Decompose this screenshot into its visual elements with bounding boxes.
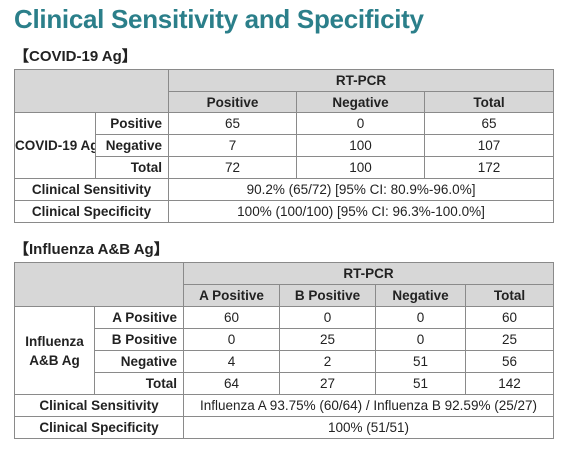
cell: 7: [168, 134, 297, 157]
column-header: A Positive: [183, 284, 280, 307]
cell: 72: [168, 156, 297, 179]
cell: 4: [183, 350, 280, 373]
table-row: Total 72 100 172: [15, 156, 555, 179]
table-row: Total 64 27 51 142: [15, 372, 554, 395]
row-label: Total: [94, 372, 184, 395]
table-row: Clinical Sensitivity 90.2% (65/72) [95% …: [14, 178, 555, 201]
cell: 25: [279, 328, 376, 351]
rt-pcr-header: RT-PCR: [183, 262, 554, 285]
test-label-line: A&B Ag: [29, 352, 80, 368]
cell: 100: [296, 134, 425, 157]
table-row: Negative 4 2 51 56: [15, 350, 554, 373]
column-header: Total: [423, 91, 555, 113]
cell: 60: [183, 306, 280, 329]
column-header: B Positive: [279, 284, 376, 307]
cell: 100: [296, 156, 425, 179]
covid-section-title: 【COVID-19 Ag】: [14, 48, 137, 65]
cell: 65: [423, 112, 555, 135]
cell: 25: [465, 328, 554, 351]
table-row: COVID-19 Ag Positive 65 0 65: [14, 112, 555, 179]
corner-cell: [14, 262, 184, 307]
sensitivity-label: Clinical Sensitivity: [14, 178, 169, 201]
cell: 56: [465, 350, 554, 373]
cell: 142: [465, 372, 554, 395]
cell: 64: [183, 372, 280, 395]
sensitivity-label: Clinical Sensitivity: [14, 394, 184, 417]
row-label: Positive: [95, 112, 169, 135]
page-title: Clinical Sensitivity and Specificity: [14, 4, 424, 34]
sensitivity-value: Influenza A 93.75% (60/64) / Influenza B…: [183, 394, 554, 417]
test-label: COVID-19 Ag: [14, 112, 96, 179]
column-header: Positive: [168, 91, 297, 113]
cell: 0: [375, 328, 466, 351]
specificity-label: Clinical Specificity: [14, 416, 184, 439]
row-label: A Positive: [94, 306, 184, 329]
row-label: Total: [95, 156, 169, 179]
column-header: Negative: [296, 91, 425, 113]
table-row: Influenza A&B Ag A Positive 60 0 0 60: [14, 306, 554, 395]
table-row: Negative 7 100 107: [15, 134, 555, 157]
corner-cell: [14, 69, 169, 113]
table-row: B Positive 0 25 0 25: [15, 328, 554, 351]
row-label: Negative: [94, 350, 184, 373]
cell: 51: [375, 350, 466, 373]
flu-results-table: RT-PCR A Positive B Positive Negative To…: [14, 262, 554, 439]
cell: 0: [279, 306, 376, 329]
rt-pcr-header: RT-PCR: [167, 69, 555, 92]
flu-section-title: 【Influenza A&B Ag】: [14, 241, 169, 258]
cell: 0: [296, 112, 425, 135]
cell: 107: [423, 134, 555, 157]
covid-results-table: RT-PCR Positive Negative Total COVID-19 …: [14, 69, 555, 223]
specificity-label: Clinical Specificity: [14, 200, 169, 223]
cell: 172: [423, 156, 555, 179]
column-header: Total: [465, 284, 554, 307]
row-label: B Positive: [94, 328, 184, 351]
table-row: Clinical Specificity 100% (100/100) [95%…: [14, 200, 555, 223]
specificity-value: 100% (100/100) [95% CI: 96.3%-100.0%]: [167, 200, 555, 223]
test-label: Influenza A&B Ag: [14, 306, 95, 395]
test-label-line: Influenza: [25, 333, 84, 349]
table-row: Clinical Specificity 100% (51/51): [14, 416, 554, 439]
specificity-value: 100% (51/51): [183, 416, 554, 439]
column-header: Negative: [375, 284, 466, 307]
row-label: Negative: [95, 134, 169, 157]
cell: 65: [168, 112, 297, 135]
cell: 27: [279, 372, 376, 395]
table-row: Clinical Sensitivity Influenza A 93.75% …: [14, 394, 554, 417]
cell: 2: [279, 350, 376, 373]
cell: 0: [183, 328, 280, 351]
cell: 51: [375, 372, 466, 395]
cell: 60: [465, 306, 554, 329]
sensitivity-value: 90.2% (65/72) [95% CI: 80.9%-96.0%]: [167, 178, 555, 201]
cell: 0: [375, 306, 466, 329]
